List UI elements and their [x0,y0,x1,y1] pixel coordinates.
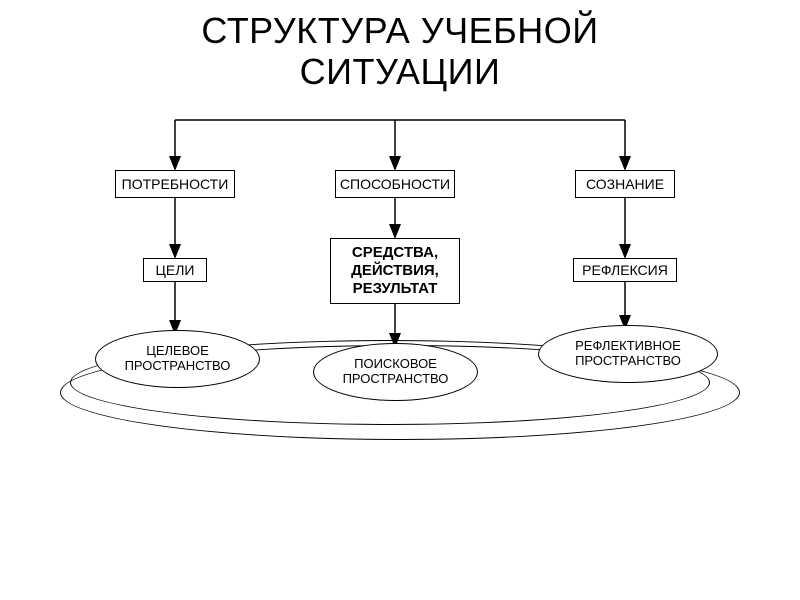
ellipse-reflective-label: РЕФЛЕКТИВНОЕПРОСТРАНСТВО [575,339,681,369]
ellipse-reflective-space: РЕФЛЕКТИВНОЕПРОСТРАНСТВО [538,325,718,383]
box-needs: ПОТРЕБНОСТИ [115,170,235,198]
ellipse-target-label: ЦЕЛЕВОЕПРОСТРАНСТВО [125,344,231,374]
ellipse-target-space: ЦЕЛЕВОЕПРОСТРАНСТВО [95,330,260,388]
box-conscious-label: СОЗНАНИЕ [586,176,664,193]
ellipse-search-label: ПОИСКОВОЕПРОСТРАНСТВО [343,357,449,387]
box-means: СРЕДСТВА,ДЕЙСТВИЯ,РЕЗУЛЬТАТ [330,238,460,304]
box-goals: ЦЕЛИ [143,258,207,282]
box-means-label: СРЕДСТВА,ДЕЙСТВИЯ,РЕЗУЛЬТАТ [351,244,439,298]
box-reflection: РЕФЛЕКСИЯ [573,258,677,282]
ellipse-search-space: ПОИСКОВОЕПРОСТРАНСТВО [313,343,478,401]
box-conscious: СОЗНАНИЕ [575,170,675,198]
box-reflection-label: РЕФЛЕКСИЯ [582,262,668,279]
box-needs-label: ПОТРЕБНОСТИ [122,176,229,193]
box-abilities-label: СПОСОБНОСТИ [340,176,450,193]
box-abilities: СПОСОБНОСТИ [335,170,455,198]
flowchart-diagram: ПОТРЕБНОСТИ СПОСОБНОСТИ СОЗНАНИЕ ЦЕЛИ СР… [0,0,800,600]
box-goals-label: ЦЕЛИ [156,262,195,279]
